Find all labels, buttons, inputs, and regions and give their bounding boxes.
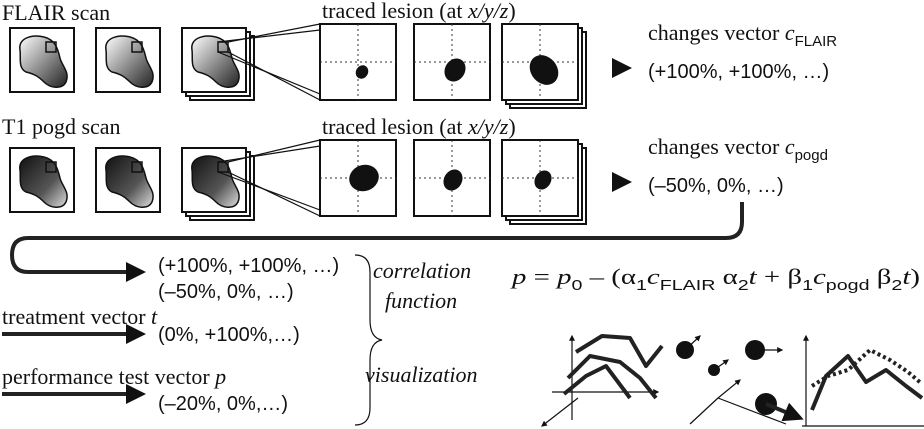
formula-part: 0 bbox=[572, 277, 583, 294]
scan-label: T1 pogd scan bbox=[2, 114, 121, 139]
formula-part: p bbox=[554, 264, 571, 289]
performance-values: (–20%, 0%,…) bbox=[158, 393, 288, 415]
vector-label: changes vector cFLAIR bbox=[648, 20, 837, 50]
formula-part: p bbox=[509, 264, 526, 289]
visualization-sketches bbox=[542, 336, 924, 426]
vector-values: (–50%, 0%, …) bbox=[648, 175, 784, 197]
formula-part: ) bbox=[910, 264, 920, 289]
vector-label: changes vector cpogd bbox=[648, 134, 828, 164]
vector-values: (+100%, +100%, …) bbox=[648, 61, 829, 83]
input-values: (+100%, +100%, …) bbox=[158, 255, 339, 277]
input-values: (–50%, 0%, …) bbox=[158, 281, 294, 303]
correlation-label: correlation bbox=[373, 258, 471, 283]
traced-label: traced lesion (at x/y/z) bbox=[322, 0, 516, 23]
diagram: FLAIR scan traced lesion (at x/y/z) chan… bbox=[0, 0, 924, 429]
formula-part: = bbox=[526, 264, 557, 289]
formula-part: – (α bbox=[582, 264, 636, 289]
formula-part: 1 bbox=[802, 277, 813, 294]
formula-part: FLAIR bbox=[660, 277, 716, 294]
formula-part: 1 bbox=[636, 277, 647, 294]
formula-part: pogd bbox=[826, 277, 870, 294]
lesion-slices bbox=[320, 140, 628, 224]
scan-label: FLAIR scan bbox=[2, 0, 110, 25]
formula-part: 2 bbox=[891, 277, 902, 294]
brain-slices bbox=[10, 24, 320, 100]
visualization-label: visualization bbox=[365, 362, 477, 387]
treatment-label: treatment vector t bbox=[2, 304, 158, 329]
formula-part: c bbox=[813, 264, 826, 289]
formula-part: α bbox=[715, 264, 738, 289]
formula-part: c bbox=[647, 264, 660, 289]
brain-slices bbox=[10, 140, 320, 220]
traced-label: traced lesion (at x/y/z) bbox=[322, 114, 516, 139]
correlation-label: function bbox=[385, 288, 457, 313]
treatment-values: (0%, +100%,…) bbox=[158, 324, 300, 346]
formula-part: 2 bbox=[738, 277, 749, 294]
formula-part: β bbox=[870, 264, 892, 289]
lesion-slices bbox=[320, 24, 628, 108]
formula-part: + β bbox=[757, 264, 802, 289]
performance-label: performance test vector p bbox=[2, 364, 226, 389]
